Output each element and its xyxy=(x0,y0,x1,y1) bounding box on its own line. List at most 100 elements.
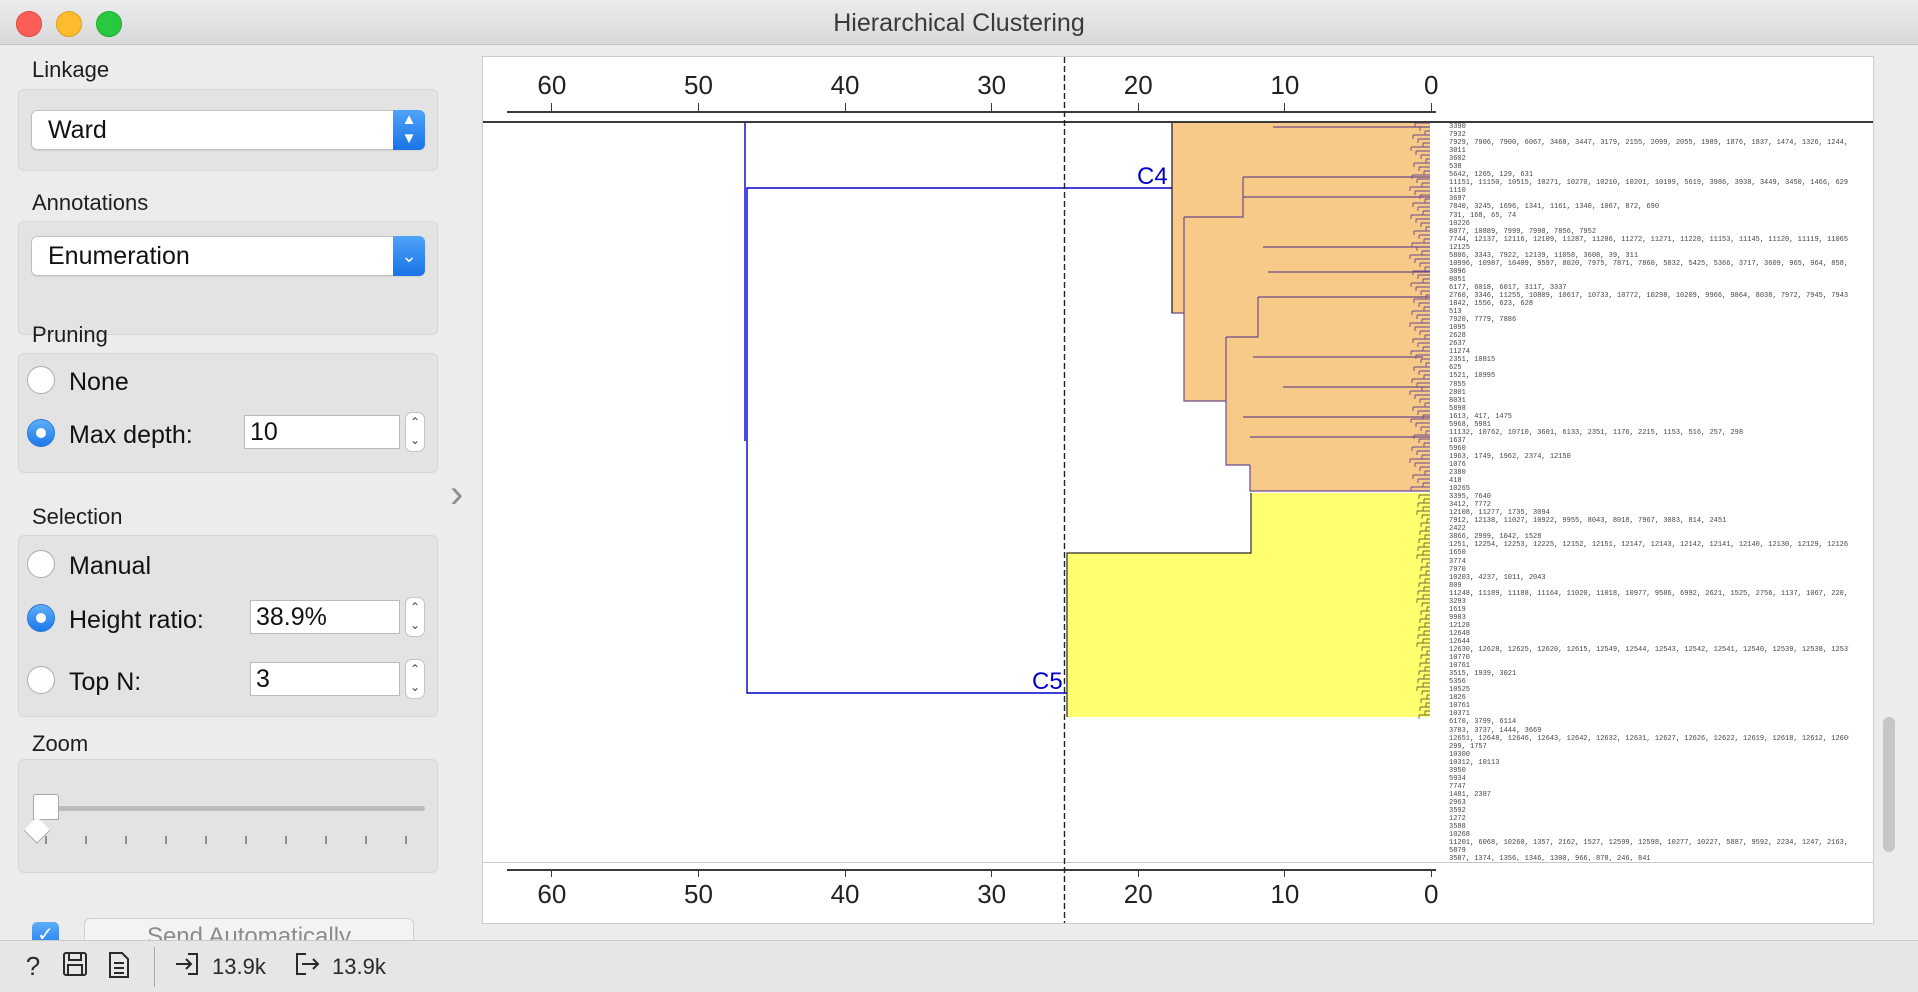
leaf-label: 10268 xyxy=(1449,831,1471,840)
cluster-c4-leaf-branch xyxy=(1411,174,1430,179)
axis-tick-label: 60 xyxy=(537,879,567,909)
cluster-c5-leaf-branch xyxy=(1418,626,1430,631)
axis-tick xyxy=(1137,103,1139,111)
zoom-slider-thumb[interactable] xyxy=(33,794,59,820)
cluster-c4-leaf-branch xyxy=(1425,158,1430,163)
cluster-c4-leaf-branch xyxy=(1416,178,1430,183)
cluster-c4-leaf-branch xyxy=(1413,298,1430,303)
leaf-label: 1251, 12254, 12253, 12225, 12152, 12151,… xyxy=(1449,541,1849,550)
vertical-scrollbar[interactable] xyxy=(1883,717,1895,852)
axis-tick xyxy=(551,103,553,111)
zoom-tick xyxy=(245,836,247,844)
cluster-c4-leaf-branch xyxy=(1416,314,1430,319)
height-ratio-stepper[interactable]: ⌃ ⌄ xyxy=(405,597,425,637)
axis-tick-label: 30 xyxy=(977,879,1007,909)
cluster-c4-leaf-branch xyxy=(1419,398,1430,403)
status-separator xyxy=(154,947,155,987)
minimize-window-button[interactable] xyxy=(56,11,82,37)
leaf-label: 2760, 3346, 11255, 10809, 10617, 10733, … xyxy=(1449,291,1849,300)
leaf-label: 3588 xyxy=(1449,823,1466,832)
cluster-c5-leaf-branch xyxy=(1420,610,1430,615)
save-icon[interactable] xyxy=(60,951,90,981)
cluster-c4-leaf-branch xyxy=(1424,130,1430,135)
cluster-c5-label: C5 xyxy=(1032,668,1063,695)
pruning-max-depth-label: Max depth: xyxy=(69,421,193,449)
leaf-label: 1650 xyxy=(1449,549,1466,558)
leaf-label: 10203, 4237, 1011, 2043 xyxy=(1449,573,1546,582)
axis-tick xyxy=(991,103,993,111)
cluster-c4-leaf-branch xyxy=(1420,154,1430,159)
cluster-c5-leaf-branch xyxy=(1416,598,1430,603)
leaf-label: 10312, 10113 xyxy=(1449,758,1500,767)
leaf-label: 2351, 10815 xyxy=(1449,356,1496,365)
cluster-c5-leaf-branch xyxy=(1422,550,1430,555)
collapse-chevron-icon[interactable]: › xyxy=(450,472,464,516)
cluster-c4-leaf-branch xyxy=(1421,318,1430,323)
leaf-label: 3293 xyxy=(1449,597,1466,606)
cluster-c5-leaf-branch xyxy=(1421,558,1430,563)
cluster-c4-label: C4 xyxy=(1137,163,1168,190)
leaf-label: 7747 xyxy=(1449,782,1466,791)
cluster-c4-leaf-branch xyxy=(1417,342,1430,347)
zoom-tick xyxy=(45,836,47,844)
max-depth-input[interactable]: 10 xyxy=(244,415,400,449)
cluster-c5-leaf-branch xyxy=(1417,546,1430,551)
cluster-c5-leaf-branch xyxy=(1425,526,1430,531)
cluster-c4-leaf-branch xyxy=(1417,138,1430,143)
pruning-none-radio[interactable] xyxy=(27,366,55,394)
max-depth-stepper[interactable]: ⌃ ⌄ xyxy=(405,412,425,452)
leaf-label: 3395, 7640 xyxy=(1449,493,1492,502)
top-n-stepper[interactable]: ⌃ ⌄ xyxy=(405,659,425,699)
selection-manual-radio[interactable] xyxy=(27,550,55,578)
dendrogram-svg[interactable]: C4 C5 xyxy=(483,57,1873,923)
zoom-slider-track[interactable] xyxy=(33,806,425,811)
cluster-c4-leaf-branch xyxy=(1422,346,1430,351)
annotations-select[interactable]: Enumeration ⌄ xyxy=(31,236,425,276)
leaf-label: 1637 xyxy=(1449,436,1466,445)
cluster-c5-leaf-branch xyxy=(1422,594,1430,599)
axis-tick xyxy=(698,869,699,877)
close-window-button[interactable] xyxy=(16,11,42,37)
selection-height-ratio-radio[interactable] xyxy=(27,604,55,632)
cluster-c4-leaf-branch xyxy=(1425,226,1430,231)
leaf-label: 3096 xyxy=(1449,267,1466,276)
help-icon[interactable]: ? xyxy=(25,951,41,981)
cluster-c4-leaf-branch xyxy=(1412,474,1430,479)
cluster-c5-leaf-branch xyxy=(1419,574,1430,579)
linkage-select[interactable]: Ward ▲ ▼ xyxy=(31,110,425,150)
axis-tick xyxy=(1284,103,1286,111)
status-bar: ? 13.9k 13.9k xyxy=(0,940,1918,992)
report-icon[interactable] xyxy=(104,951,134,981)
cluster-c4-leaf-branch xyxy=(1414,326,1430,331)
cluster-c5-leaf-branch xyxy=(1418,714,1430,719)
top-n-input[interactable]: 3 xyxy=(250,662,400,696)
cluster-c4-leaf-branch xyxy=(1415,422,1430,427)
leaf-label: 12128 xyxy=(1449,621,1471,630)
cluster-c4-leaf-branch xyxy=(1415,286,1430,291)
cluster-c5-leaf-branch xyxy=(1423,498,1430,503)
cluster-c4-leaf-branch xyxy=(1409,322,1430,327)
cluster-c5-leaf-branch xyxy=(1416,510,1430,515)
cluster-c4-leaf-branch xyxy=(1413,366,1430,371)
dendrogram-view[interactable]: C4 C5 3390 7932 7929, 7906, 7900, 6067, 346… xyxy=(482,56,1874,924)
cluster-c4-leaf-branch xyxy=(1417,274,1430,279)
leaf-label: 3592 xyxy=(1449,806,1466,815)
cluster-c5-leaf-branch xyxy=(1419,618,1430,623)
cluster-c4-leaf-branch xyxy=(1412,134,1430,139)
axis-tick-label: 10 xyxy=(1270,879,1300,909)
maximize-window-button[interactable] xyxy=(96,11,122,37)
cluster-c4-leaf-branch xyxy=(1418,166,1430,171)
cluster-c5-leaf-branch xyxy=(1426,518,1430,523)
control-panel: Linkage Ward ▲ ▼ Annotations Enumeration … xyxy=(0,45,450,954)
axis-tick-label: 40 xyxy=(830,879,860,909)
cluster-c5-leaf-branch xyxy=(1420,522,1430,527)
height-ratio-input[interactable]: 38.9% xyxy=(250,600,400,634)
cluster-c4-leaf-branch xyxy=(1409,254,1430,259)
leaf-label: 3390 xyxy=(1449,123,1466,131)
selection-top-n-radio[interactable] xyxy=(27,666,55,694)
axis-tick xyxy=(698,103,699,111)
pruning-max-depth-radio[interactable] xyxy=(27,419,55,447)
cluster-c5-leaf-branch xyxy=(1424,534,1430,539)
axis-tick xyxy=(1284,869,1286,877)
